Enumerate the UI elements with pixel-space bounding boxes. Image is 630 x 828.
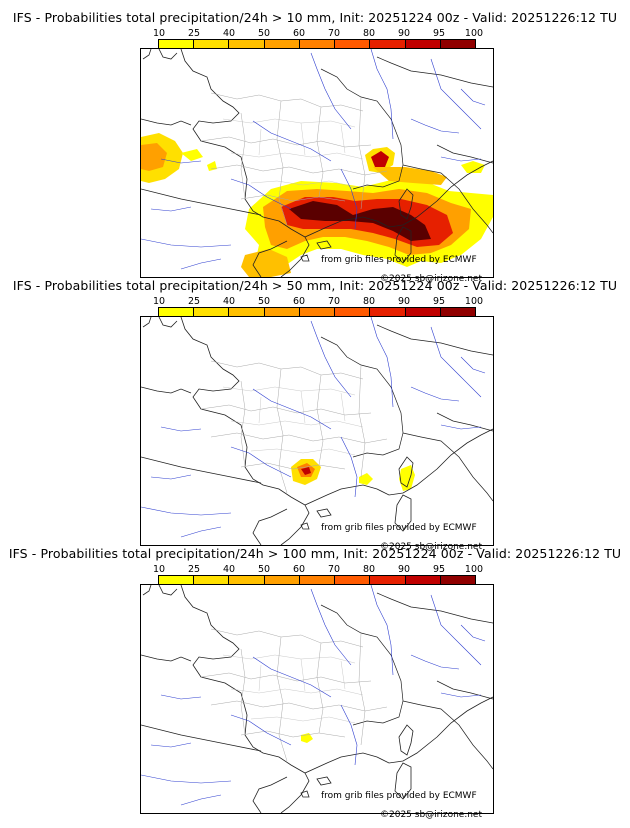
legend-tick: 95 <box>432 28 446 39</box>
legend-swatch <box>440 40 475 49</box>
legend-tick: 50 <box>257 28 271 39</box>
legend-tick: 50 <box>257 296 271 307</box>
legend-tick: 25 <box>187 296 201 307</box>
legend-swatch <box>264 576 300 585</box>
legend-tick: 10 <box>152 28 166 39</box>
precip-panel-50mm: IFS - Probabilities total precipitation/… <box>0 278 630 552</box>
map-canvas <box>141 317 493 545</box>
precip-panel-100mm: IFS - Probabilities total precipitation/… <box>0 546 630 820</box>
legend-swatch <box>159 40 195 49</box>
legend-tick: 10 <box>152 564 166 575</box>
data-source-credit: from grib files provided by ECMWF <box>321 255 477 265</box>
legend-swatch <box>440 308 475 317</box>
precip-area <box>241 249 291 277</box>
precip-area <box>371 151 389 167</box>
legend-tick: 10 <box>152 296 166 307</box>
legend-swatch <box>159 576 195 585</box>
legend-swatch <box>299 576 336 585</box>
panel-title: IFS - Probabilities total precipitation/… <box>12 278 618 293</box>
legend-tick: 40 <box>222 28 236 39</box>
panel-title: IFS - Probabilities total precipitation/… <box>12 10 618 25</box>
legend-swatch <box>264 40 300 49</box>
precip-area <box>301 467 311 475</box>
legend-tick: 40 <box>222 296 236 307</box>
legend-tick: 25 <box>187 28 201 39</box>
legend-swatch <box>405 576 441 585</box>
map-canvas <box>141 49 493 277</box>
legend-swatch <box>194 576 230 585</box>
precip-area <box>301 733 313 743</box>
legend-swatch <box>194 40 230 49</box>
legend-tick: 95 <box>432 296 446 307</box>
legend-swatch <box>194 308 230 317</box>
legend-tick: 90 <box>397 28 411 39</box>
precip-field <box>301 733 313 743</box>
panel-title: IFS - Probabilities total precipitation/… <box>8 546 622 561</box>
legend-tick: 70 <box>327 28 341 39</box>
legend-tick: 25 <box>187 564 201 575</box>
legend-tick: 60 <box>292 564 306 575</box>
precip-field <box>141 133 493 277</box>
data-source-credit: from grib files provided by ECMWF <box>321 791 477 801</box>
legend-swatch <box>370 308 406 317</box>
precip-area <box>141 143 167 171</box>
legend-swatch <box>440 576 475 585</box>
legend-tick: 70 <box>327 564 341 575</box>
legend-tick: 60 <box>292 296 306 307</box>
copyright-notice: ©2025 sb@irizone.net <box>380 542 482 552</box>
precip-map <box>140 584 494 814</box>
legend-tick: 80 <box>362 28 376 39</box>
precip-area <box>461 161 485 173</box>
precip-panel-10mm: IFS - Probabilities total precipitation/… <box>0 10 630 284</box>
legend-tick: 100 <box>464 296 484 307</box>
precip-area <box>359 473 373 485</box>
legend-swatch <box>299 308 336 317</box>
legend-tick: 70 <box>327 296 341 307</box>
copyright-notice: ©2025 sb@irizone.net <box>380 274 482 284</box>
legend-color-bar <box>158 307 476 318</box>
legend-tick: 80 <box>362 564 376 575</box>
legend-tick: 40 <box>222 564 236 575</box>
data-source-credit: from grib files provided by ECMWF <box>321 523 477 533</box>
precip-area <box>373 167 447 185</box>
precip-field <box>291 459 415 491</box>
legend-swatch <box>335 40 371 49</box>
legend-tick: 60 <box>292 28 306 39</box>
precip-map <box>140 316 494 546</box>
legend-swatch <box>159 308 195 317</box>
legend-swatch <box>229 40 265 49</box>
legend-swatch <box>335 576 371 585</box>
legend-swatch <box>229 308 265 317</box>
map-canvas <box>141 585 493 813</box>
copyright-notice: ©2025 sb@irizone.net <box>380 810 482 820</box>
legend-tick: 90 <box>397 564 411 575</box>
legend-swatch <box>335 308 371 317</box>
legend-swatch <box>229 576 265 585</box>
legend-swatch <box>264 308 300 317</box>
legend-tick: 90 <box>397 296 411 307</box>
legend-swatch <box>370 40 406 49</box>
color-legend: 10 25 40 50 60 70 80 90 95 100 <box>153 296 483 322</box>
legend-swatch <box>405 40 441 49</box>
legend-swatch <box>370 576 406 585</box>
legend-tick: 95 <box>432 564 446 575</box>
precip-area <box>181 149 203 161</box>
precip-area <box>207 161 217 171</box>
legend-tick: 100 <box>464 28 484 39</box>
precip-map <box>140 48 494 278</box>
precip-area <box>289 201 431 241</box>
legend-tick: 100 <box>464 564 484 575</box>
legend-swatch <box>405 308 441 317</box>
legend-swatch <box>299 40 336 49</box>
legend-tick: 50 <box>257 564 271 575</box>
legend-tick: 80 <box>362 296 376 307</box>
